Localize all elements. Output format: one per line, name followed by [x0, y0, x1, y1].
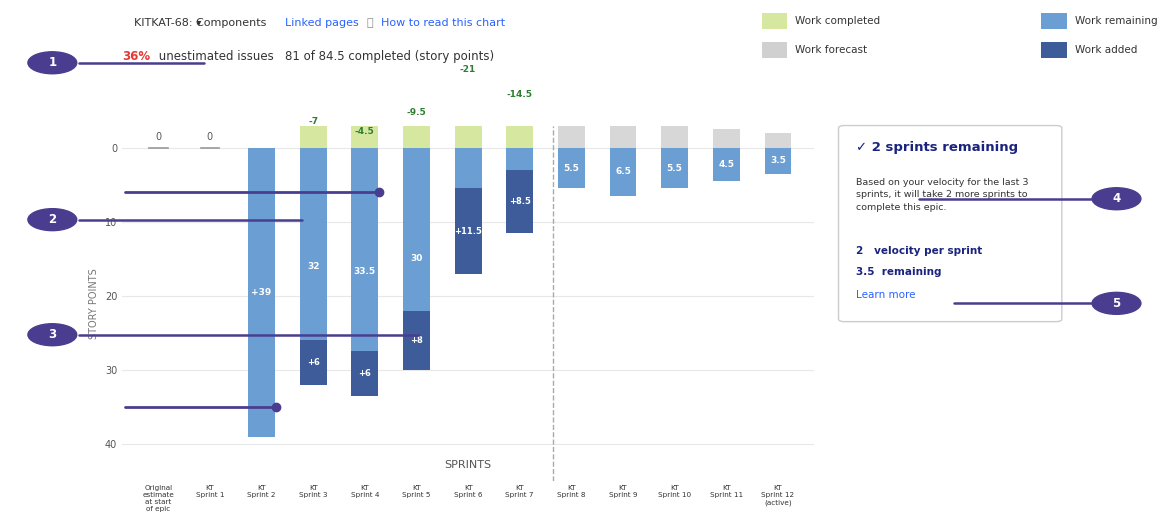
Bar [713, 148, 740, 181]
Bar [351, 351, 378, 396]
Bar [351, 115, 378, 148]
Text: -7: -7 [308, 117, 319, 127]
Bar [609, 111, 636, 148]
Text: -4.5: -4.5 [355, 127, 374, 135]
Y-axis label: STORY POINTS: STORY POINTS [90, 268, 99, 339]
Text: 4.5: 4.5 [719, 160, 734, 169]
Text: +8: +8 [411, 336, 423, 345]
Bar [404, 77, 430, 148]
Text: 5.5: 5.5 [563, 164, 579, 173]
Text: 17: 17 [462, 206, 475, 215]
Text: Linked pages: Linked pages [285, 18, 358, 28]
Bar [609, 148, 636, 196]
Text: ▾: ▾ [134, 18, 201, 28]
Text: 3.5  remaining: 3.5 remaining [856, 267, 942, 277]
Text: 6.5: 6.5 [615, 167, 632, 176]
Text: SPRINTS: SPRINTS [444, 460, 492, 470]
Text: -9.5: -9.5 [407, 108, 427, 117]
Bar [300, 340, 327, 385]
Text: 3: 3 [49, 328, 56, 341]
Text: +11.5: +11.5 [455, 226, 481, 235]
Text: Work added: Work added [1075, 44, 1137, 55]
Text: Work completed: Work completed [795, 16, 880, 26]
Text: +6: +6 [307, 358, 320, 367]
Bar [506, 0, 533, 40]
Bar [455, 148, 481, 274]
Bar [455, 188, 481, 274]
Bar [248, 148, 274, 437]
Text: 0: 0 [155, 132, 162, 142]
Bar [300, 148, 327, 385]
Text: Work remaining: Work remaining [1075, 16, 1157, 26]
Text: How to read this chart: How to read this chart [381, 18, 506, 28]
Text: -21: -21 [461, 65, 476, 74]
Text: 33.5: 33.5 [354, 267, 376, 276]
Bar [455, 0, 481, 148]
Text: 2   velocity per sprint: 2 velocity per sprint [856, 246, 983, 256]
Text: 32: 32 [307, 262, 320, 271]
Bar [558, 104, 585, 148]
Text: 2: 2 [49, 213, 56, 226]
Text: ⓘ: ⓘ [366, 18, 373, 28]
Text: Work forecast: Work forecast [795, 44, 868, 55]
Text: 0: 0 [207, 132, 213, 142]
Text: ✓ 2 sprints remaining: ✓ 2 sprints remaining [856, 141, 1018, 154]
Bar [506, 148, 533, 233]
Bar [300, 96, 327, 148]
Bar [662, 122, 688, 148]
Bar [713, 129, 740, 148]
Text: 3.5: 3.5 [770, 156, 786, 165]
Bar [764, 133, 791, 148]
Text: 5: 5 [1112, 297, 1121, 310]
Bar [404, 311, 430, 370]
Bar [506, 170, 533, 233]
Text: KITKAT-68: Components: KITKAT-68: Components [134, 18, 266, 28]
Text: Based on your velocity for the last 3
sprints, it will take 2 more sprints to
co: Based on your velocity for the last 3 sp… [856, 178, 1028, 212]
Bar [506, 40, 533, 148]
Text: Learn more: Learn more [856, 290, 915, 300]
Text: unestimated issues   81 of 84.5 completed (story points): unestimated issues 81 of 84.5 completed … [155, 50, 494, 63]
Text: 1: 1 [49, 56, 56, 69]
Text: 11.5: 11.5 [508, 186, 530, 195]
Bar [404, 148, 430, 370]
Text: 36%: 36% [122, 50, 150, 63]
Text: +8.5: +8.5 [508, 197, 530, 206]
Text: 4: 4 [1112, 192, 1121, 205]
Bar [662, 148, 688, 188]
Text: 30: 30 [411, 254, 422, 264]
Bar [558, 148, 585, 188]
Text: +39: +39 [251, 288, 272, 297]
Bar [764, 148, 791, 174]
Text: 5.5: 5.5 [666, 164, 683, 173]
Bar [351, 148, 378, 396]
Text: +6: +6 [358, 369, 371, 378]
Text: -14.5: -14.5 [507, 89, 533, 98]
